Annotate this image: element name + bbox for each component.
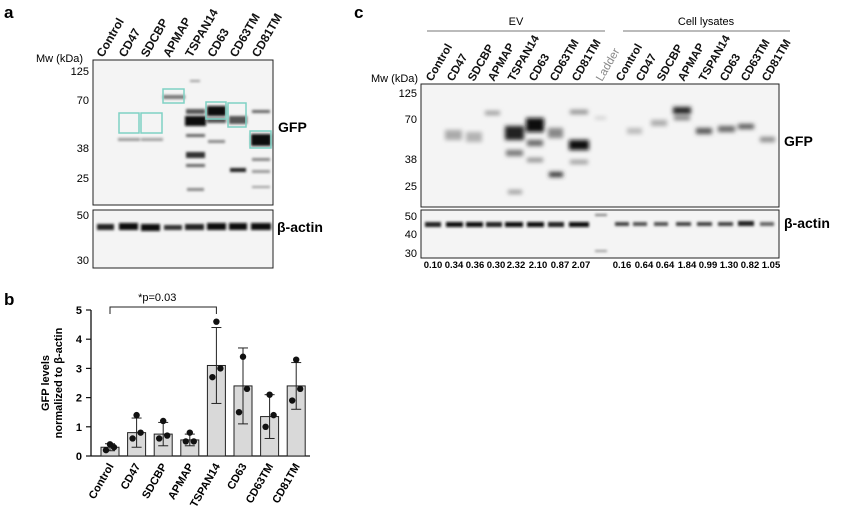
panel-c-letter: c (354, 3, 363, 22)
y-tick-label: 5 (76, 305, 82, 317)
panel-c-quant-ev-value: 0.87 (551, 260, 570, 271)
panel-c-marker-actin-30: 30 (405, 248, 417, 260)
panel-c-marker-25: 25 (405, 181, 417, 193)
error-bar (238, 347, 248, 425)
panel-a-marker-70: 70 (77, 95, 89, 107)
y-tick-label: 4 (76, 334, 83, 346)
data-point (235, 409, 243, 416)
panel-c-actin-label: β-actin (784, 215, 830, 231)
panel-c-quant-lysate-value: 0.64 (635, 260, 654, 271)
panel-c-actin-blot (420, 209, 780, 259)
panel-a-actin-blot (92, 209, 274, 269)
panel-c-quant-ev-value: 0.36 (466, 260, 485, 271)
data-point (129, 435, 136, 442)
panel-c-quant-ev-value: 2.32 (507, 260, 526, 271)
panel-c-quant-lysate-value: 1.84 (678, 260, 697, 271)
y-tick-label: 3 (76, 363, 82, 375)
data-point (182, 438, 189, 445)
y-axis-label-line2: normalized to β-actin (53, 327, 65, 438)
panel-c-quant-lysate-value: 0.16 (613, 260, 632, 271)
panel-c-quant-ev-value: 2.07 (572, 260, 591, 271)
panel-b-chart: 0 1 2 3 4 5 GFP levels normalized to β-actin Con… (40, 292, 310, 510)
panel-c-quantification-row: 0.10 0.34 0.36 0.30 2.32 2.10 0.87 2.07 0.16 0.64… (424, 260, 781, 271)
data-point (190, 438, 197, 445)
panel-c-quant-lysate-value: 0.82 (741, 260, 760, 271)
error-bar (211, 327, 222, 404)
panel-c-quant-ev-value: 0.10 (424, 260, 443, 271)
data-point (110, 444, 118, 451)
significance-label: *p=0.03 (138, 292, 176, 304)
data-point (239, 353, 247, 360)
y-axis-label-line1: GFP levels (40, 355, 52, 411)
data-point (270, 411, 277, 419)
panel-a-mw-title: Mw (kDa) (36, 53, 83, 65)
data-point (262, 423, 269, 430)
data-point (209, 373, 216, 381)
panel-a-actin-label: β-actin (277, 219, 323, 235)
panel-a-gfp-label: GFP (278, 119, 307, 135)
panel-a-marker-125: 125 (71, 66, 89, 78)
y-tick-label: 0 (76, 451, 82, 463)
panel-c-marker-38: 38 (405, 154, 417, 166)
x-tick-label: CD47 (119, 462, 143, 492)
x-tick-label: CD63 (225, 462, 249, 492)
panel-b-letter: b (4, 290, 14, 309)
panel-a-marker-actin-30: 30 (77, 255, 89, 267)
significance-bracket (109, 306, 217, 314)
panel-c-quant-lysate-value: 1.30 (720, 260, 739, 271)
panel-a-lane-labels: ControlCD47SDCBPAPMAPTSPAN14CD63CD63TMCD… (93, 6, 285, 59)
panel-c-quant-lysate-value: 0.64 (656, 260, 675, 271)
data-point (137, 429, 144, 436)
y-tick-label: 1 (76, 422, 82, 434)
data-point (217, 365, 224, 372)
panel-c-lysates-header: Cell lysates (678, 16, 735, 28)
data-point (293, 356, 300, 363)
panel-a-marker-25: 25 (77, 173, 89, 185)
panel-a-letter: a (4, 3, 14, 22)
panel-c-quant-lysate-value: 1.05 (762, 260, 781, 271)
panel-c-quant-ev-value: 0.34 (445, 260, 464, 271)
data-point (102, 446, 110, 454)
data-point (160, 417, 167, 425)
panel-c-marker-actin-40: 40 (405, 229, 417, 241)
panel-c-marker-actin-50: 50 (405, 211, 417, 223)
panel-c-quant-lysate-value: 0.99 (699, 260, 718, 271)
data-point (156, 435, 163, 442)
panel-c-gfp-label: GFP (784, 133, 813, 149)
panel-c-quant-ev-value: 0.30 (487, 260, 506, 271)
panel-c-gfp-blot (420, 83, 780, 208)
panel-c-ev-header: EV (509, 16, 524, 28)
data-point (164, 432, 171, 439)
data-point (186, 429, 193, 436)
panel-a-marker-actin-50: 50 (77, 210, 89, 222)
data-point (289, 397, 296, 404)
x-tick-label: Control (87, 462, 117, 502)
panel-c-mw-title: Mw (kDa) (371, 73, 418, 85)
panel-c-marker-125: 125 (399, 88, 417, 100)
data-point (243, 385, 251, 393)
panel-c-quant-ev-value: 2.10 (529, 260, 548, 271)
data-point (266, 391, 273, 398)
panel-c-marker-70: 70 (405, 114, 417, 126)
panel-c-lane-labels: ControlCD47SDCBPAPMAPTSPAN14CD63CD63TMCD… (424, 33, 793, 84)
data-point (213, 318, 220, 325)
data-point (133, 411, 140, 419)
y-tick-label: 2 (76, 393, 82, 405)
panel-a-gfp-blot (92, 59, 274, 206)
x-tick-label: SDCBP (140, 462, 170, 501)
data-point (297, 385, 304, 393)
panel-a-marker-38: 38 (77, 143, 89, 155)
